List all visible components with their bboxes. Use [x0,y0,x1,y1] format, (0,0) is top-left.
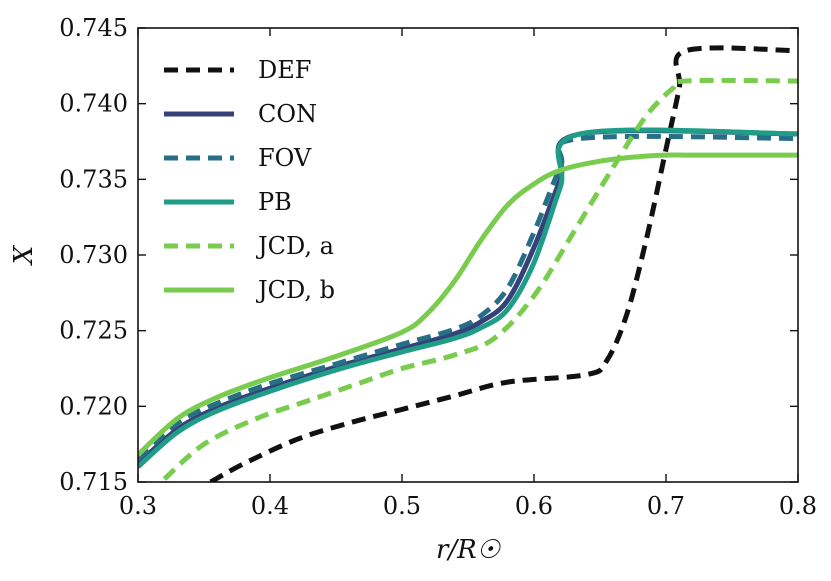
legend-label-pb: PB [258,188,292,216]
y-tick-label: 0.715 [59,468,128,496]
legend-label-def: DEF [258,56,311,84]
legend-label-fov: FOV [258,144,312,172]
y-tick-label: 0.740 [59,90,128,118]
x-axis-title: r/R☉ [436,535,502,565]
series-line-pb [138,127,798,469]
y-axis-title: X [9,244,39,266]
legend-label-con: CON [258,100,317,128]
legend: DEF CON FOV PB JCD, a JCD, b [164,56,335,304]
x-tick-label: 0.7 [647,492,685,520]
plot-background [138,28,798,482]
y-tick-label: 0.735 [59,165,128,193]
series-line-def [209,45,798,482]
x-tick-label: 0.4 [251,492,289,520]
series-layer [138,45,798,482]
series-line-jcd-a [162,77,798,481]
y-tick-label: 0.725 [59,317,128,345]
ticks-layer: 0.3 0.4 0.5 0.6 0.7 0.8 0.715 0.720 0.725 0.730 0.… [59,14,817,520]
legend-label-jcd-a: JCD, a [255,232,334,260]
x-tick-label: 0.3 [119,492,157,520]
plot-frame [137,27,799,483]
series-line-jcd-b [138,152,798,457]
y-tick-label: 0.720 [59,392,128,420]
y-tick-label: 0.745 [59,14,128,42]
x-tick-label: 0.5 [383,492,421,520]
legend-label-jcd-b: JCD, b [255,276,335,304]
x-tick-label: 0.8 [779,492,817,520]
x-tick-label: 0.6 [515,492,553,520]
y-tick-label: 0.730 [59,241,128,269]
series-line-fov [138,133,798,462]
